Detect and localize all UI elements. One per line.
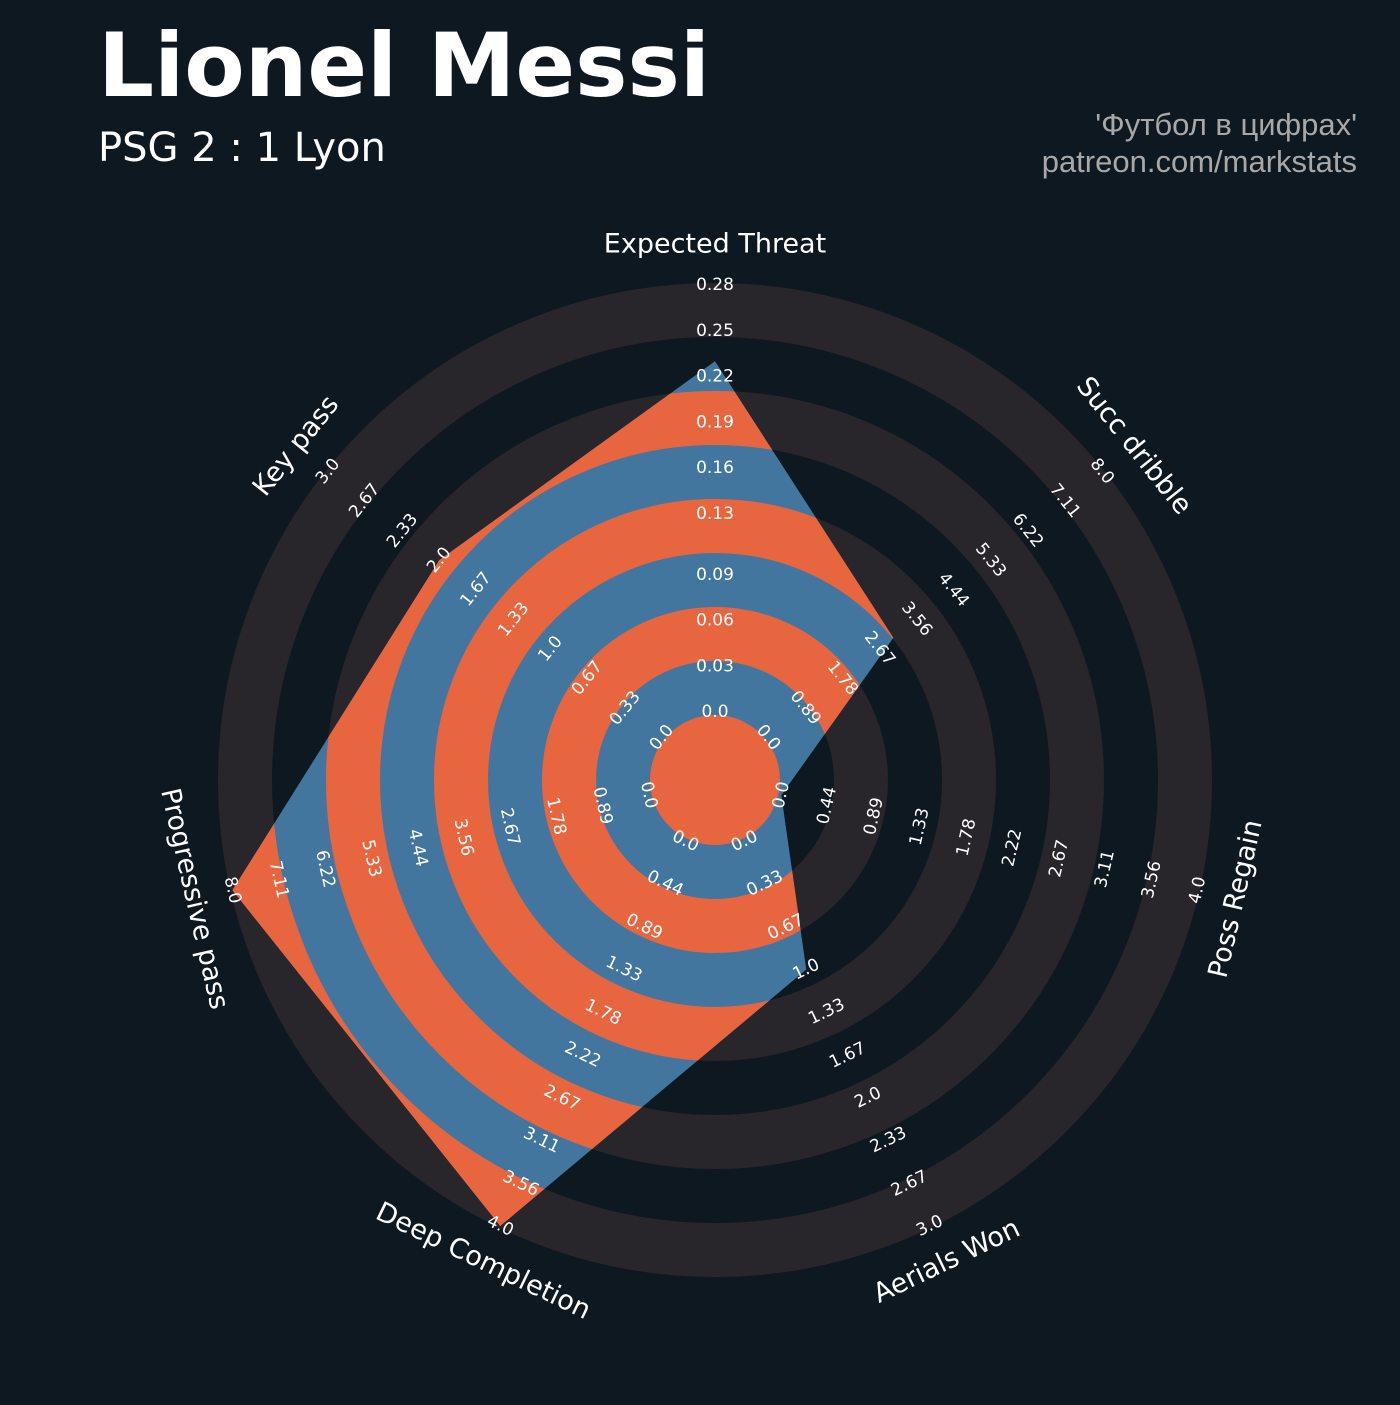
tick-label: 0.22	[696, 367, 734, 387]
tick-label: 0.13	[696, 504, 734, 524]
tick-label: 0.0	[701, 702, 728, 722]
tick-label: 0.25	[696, 321, 734, 341]
tick-label: 0.16	[696, 458, 734, 478]
credit: patreon.com/markstats	[1042, 144, 1357, 179]
chart-title: Lionel Messi	[98, 14, 710, 117]
credit: 'Футбол в цифрах'	[1095, 107, 1357, 142]
tick-label: 0.19	[696, 412, 734, 432]
tick-label: 0.09	[696, 565, 734, 585]
tick-label: 0.06	[696, 611, 734, 631]
param-label: Expected Threat	[604, 229, 826, 260]
tick-label: 0.03	[696, 656, 734, 676]
ring	[218, 283, 1212, 1277]
polygon-ring	[434, 499, 894, 1061]
tick-label: 0.28	[696, 275, 734, 295]
polygon-ring	[650, 715, 780, 845]
chart-subtitle: PSG 2 : 1 Lyon	[98, 125, 386, 171]
